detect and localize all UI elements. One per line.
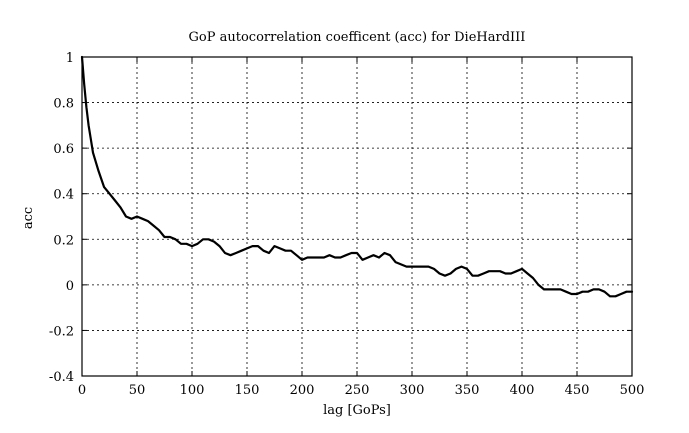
x-tick-label: 450: [565, 383, 590, 398]
x-tick-label: 250: [345, 383, 370, 398]
y-tick-label: 0.6: [53, 142, 74, 157]
x-tick-label: 500: [620, 383, 645, 398]
x-tick-label: 200: [290, 383, 315, 398]
y-tick-label: 0.4: [53, 188, 74, 203]
acc-series-line: [80, 55, 634, 298]
x-axis-label: lag [GoPs]: [323, 403, 391, 418]
y-tick-label: 0: [66, 279, 74, 294]
y-tick-label: 0.2: [53, 233, 74, 248]
y-tick-label: -0.4: [49, 370, 74, 385]
series-layer: [80, 55, 634, 298]
y-tick-labels: -0.4 -0.2 0 0.2 0.4 0.6 0.8 1: [49, 51, 74, 385]
x-tick-label: 150: [235, 383, 260, 398]
chart-title: GoP autocorrelation coefficent (acc) for…: [189, 30, 526, 45]
x-tick-label: 350: [455, 383, 480, 398]
y-tick-label: 1: [66, 51, 74, 66]
y-axis-label: acc: [21, 207, 36, 229]
x-tick-label: 300: [400, 383, 425, 398]
x-tick-label: 400: [510, 383, 535, 398]
y-tick-label: -0.2: [49, 324, 74, 339]
grid-lines: [82, 57, 632, 376]
x-tick-labels: 0 50 100 150 200 250 300 350 400 450 500: [78, 383, 645, 398]
x-tick-label: 0: [78, 383, 86, 398]
plot-frame: [81, 56, 633, 377]
y-tick-label: 0.8: [53, 97, 74, 112]
x-tick-label: 100: [180, 383, 205, 398]
x-tick-label: 50: [129, 383, 146, 398]
